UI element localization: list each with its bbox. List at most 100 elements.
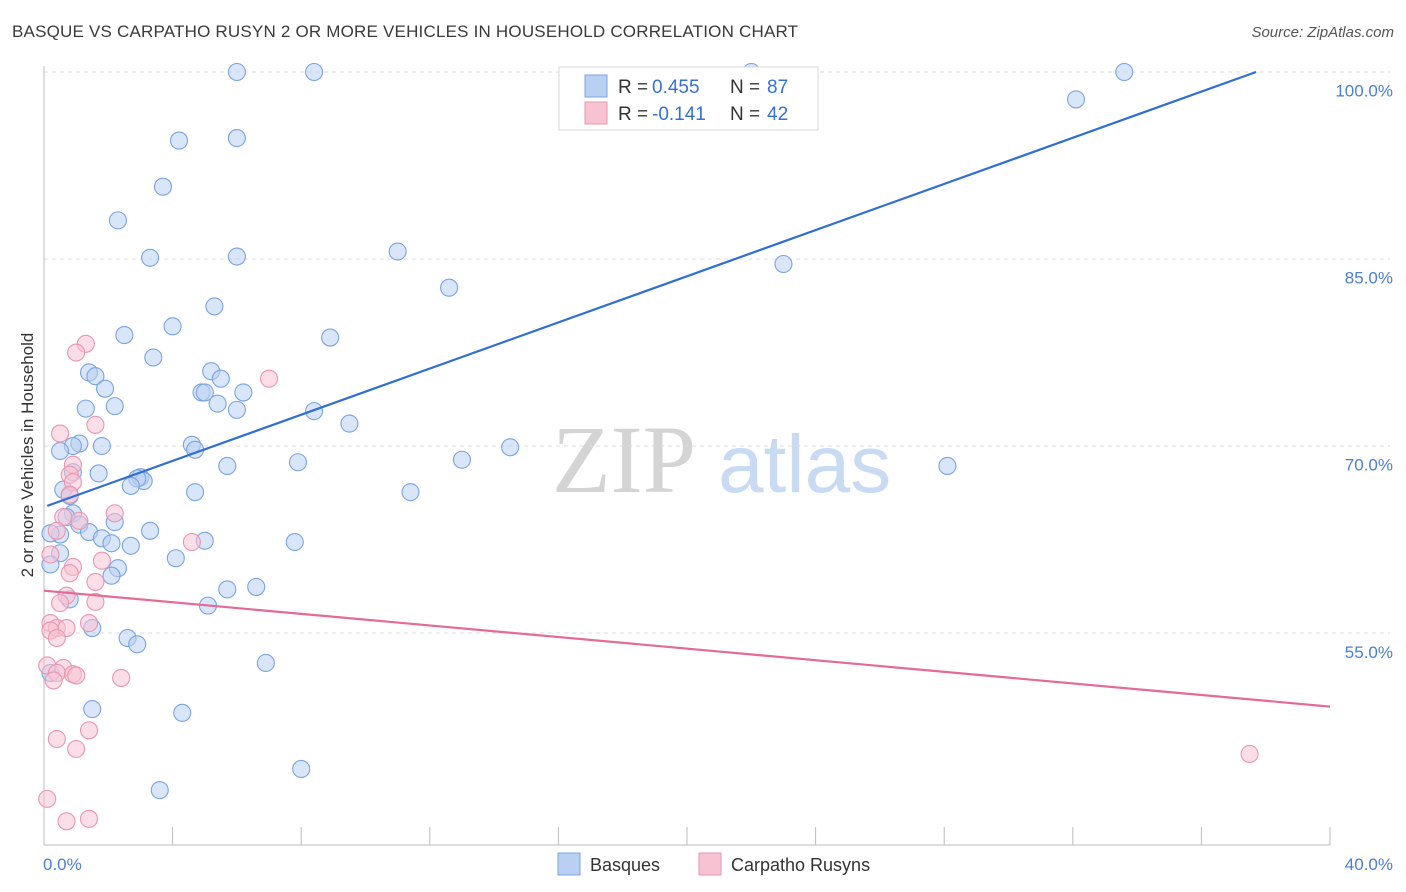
- carpatho-rusyns-point-32: [67, 666, 86, 685]
- y-tick-label-2: 70.0%: [1345, 456, 1393, 475]
- y-tick-label-0: 100.0%: [1335, 82, 1393, 101]
- carpatho-rusyns-point-33: [112, 668, 131, 687]
- carpatho-rusyns-point-40: [79, 809, 99, 828]
- carpatho-rusyns-point-34: [44, 671, 63, 690]
- basques-point-25: [195, 383, 214, 402]
- legend-swatch-carpatho: [584, 101, 608, 125]
- watermark: ZIP atlas: [552, 406, 891, 513]
- series-legend-label-carpatho: Carpatho Rusyns: [731, 855, 870, 875]
- carpatho-rusyns-point-38: [1240, 744, 1259, 764]
- basques-point-1: [305, 62, 324, 82]
- basques-point-8: [108, 211, 127, 230]
- basques-point-39: [501, 438, 520, 457]
- carpatho-rusyns-point-17: [60, 564, 79, 583]
- basques-point-20: [86, 367, 105, 386]
- basques-point-71: [102, 566, 121, 585]
- carpatho-rusyns-points: [38, 334, 1259, 831]
- carpatho-rusyns-point-14: [41, 545, 60, 564]
- carpatho-rusyns-point-41: [57, 812, 76, 831]
- carpatho-rusyns-point-21: [51, 594, 70, 613]
- basques-point-30: [227, 400, 246, 419]
- gridlines: [44, 71, 1390, 634]
- basques-point-66: [285, 532, 304, 552]
- basques-point-26: [234, 383, 253, 402]
- basques-point-45: [89, 464, 108, 483]
- x-tick-label-1: 40.0%: [1345, 855, 1393, 874]
- carpatho-rusyns-point-1: [67, 343, 86, 362]
- carpatho-rusyns-point-13: [182, 532, 201, 552]
- basques-point-14: [205, 297, 224, 316]
- carpatho-rusyns-point-27: [47, 628, 66, 648]
- basques-point-4: [1066, 90, 1086, 109]
- series-legend-swatch-carpatho: [698, 852, 722, 876]
- carpatho-rusyns-point-35: [79, 721, 99, 740]
- legend-n-value-basques: 87: [767, 77, 788, 98]
- carpatho-rusyns-point-23: [79, 614, 99, 633]
- basques-point-81: [83, 700, 102, 719]
- basques-trend-line: [46, 70, 1257, 507]
- basques-point-83: [292, 759, 311, 778]
- basques-point-13: [440, 278, 459, 297]
- trend-lines: [43, 70, 1331, 708]
- carpatho-rusyns-point-37: [67, 739, 86, 759]
- basques-point-27: [105, 397, 124, 416]
- basques-point-7: [153, 177, 173, 196]
- series-legend: Basques Carpatho Rusyns: [557, 852, 870, 876]
- basques-point-61: [141, 521, 160, 540]
- legend-n-label-carpatho: N =: [730, 104, 760, 125]
- basques-point-78: [128, 635, 147, 654]
- carpatho-rusyns-point-3: [86, 415, 105, 434]
- basques-point-41: [288, 453, 308, 472]
- basques-point-15: [163, 317, 182, 336]
- basques-point-79: [256, 653, 275, 673]
- basques-point-49: [121, 476, 140, 495]
- basques-point-84: [150, 781, 169, 800]
- basques-point-10: [227, 247, 246, 266]
- carpatho-rusyns-point-2: [259, 369, 279, 388]
- basques-point-3: [1115, 62, 1134, 82]
- carpatho-rusyns-point-4: [51, 424, 70, 443]
- basques-point-42: [938, 456, 957, 476]
- legend-r-value-basques: 0.455: [652, 77, 700, 98]
- basques-point-29: [208, 394, 227, 413]
- basques-point-17: [321, 328, 340, 347]
- carpatho-rusyns-point-39: [38, 789, 57, 808]
- basques-point-16: [115, 326, 134, 345]
- basques-point-72: [247, 577, 266, 596]
- legend-n-label-basques: N =: [730, 77, 760, 98]
- y-tick-label-1: 85.0%: [1345, 269, 1393, 288]
- basques-point-18: [144, 348, 163, 367]
- series-legend-label-basques: Basques: [590, 855, 660, 875]
- basques-point-0: [227, 62, 246, 82]
- legend-r-value-carpatho: -0.141: [652, 104, 706, 125]
- basques-point-40: [452, 450, 472, 469]
- basques-point-73: [218, 580, 237, 599]
- carpatho-rusyns-point-15: [92, 551, 111, 570]
- basques-point-43: [218, 456, 237, 476]
- basques-point-82: [173, 703, 192, 722]
- legend-r-label-basques: R =: [618, 77, 648, 98]
- basques-point-11: [388, 242, 407, 261]
- carpatho-rusyns-point-20: [86, 592, 105, 611]
- legend-swatch-basques: [584, 74, 608, 98]
- carpatho-rusyns-point-10: [105, 504, 124, 523]
- carpatho-rusyns-point-18: [86, 572, 105, 591]
- x-ticks: [43, 827, 1331, 845]
- chart-source: Source: ZipAtlas.com: [1251, 24, 1394, 41]
- y-tick-label-3: 55.0%: [1345, 643, 1393, 662]
- basques-point-52: [401, 483, 420, 502]
- correlation-legend: R = 0.455 N = 87 R = -0.141 N = 42: [558, 66, 819, 131]
- carpatho-rusyns-point-12: [47, 521, 66, 540]
- basques-point-51: [186, 483, 205, 502]
- basques-point-63: [102, 534, 121, 553]
- basques-point-28: [76, 399, 95, 418]
- basques-point-32: [340, 414, 359, 433]
- basques-point-6: [227, 129, 246, 148]
- carpatho-rusyns-point-36: [47, 729, 66, 749]
- watermark-zip: ZIP: [552, 406, 696, 513]
- basques-point-5: [169, 131, 189, 150]
- legend-n-value-carpatho: 42: [767, 104, 788, 125]
- series-legend-swatch-basques: [557, 852, 581, 876]
- basques-point-34: [92, 436, 111, 456]
